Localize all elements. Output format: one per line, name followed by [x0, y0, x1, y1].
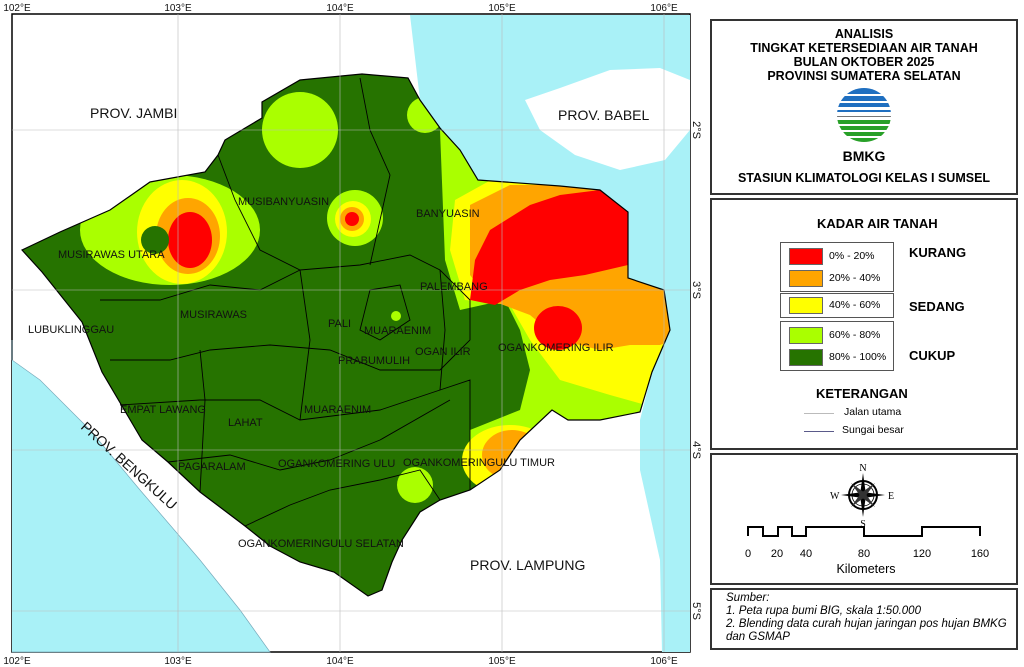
- scale-tick: 80: [858, 548, 870, 560]
- scale-tick: 120: [913, 548, 931, 560]
- lat-tick: 2°S: [690, 121, 702, 139]
- range-label: 80% - 100%: [829, 351, 887, 363]
- regency-label: MUARAENIM: [304, 404, 371, 416]
- class-sedang: SEDANG: [909, 299, 965, 314]
- regency-label: PAGARALAM: [178, 461, 246, 473]
- lon-tick: 104°E: [326, 3, 354, 14]
- scale-tick: 20: [771, 548, 783, 560]
- compass-n: N: [859, 463, 866, 474]
- compass-w: W: [830, 491, 840, 502]
- regency-label: OGANKOMERINGULU TIMUR: [403, 457, 555, 469]
- lat-tick: 4°S: [690, 441, 702, 459]
- lat-tick: 3°S: [690, 281, 702, 299]
- title-line: ANALISIS: [834, 27, 894, 41]
- legend-group-cukup: 60% - 80% 80% - 100%: [780, 321, 894, 371]
- regency-label: LAHAT: [228, 417, 263, 429]
- source-panel: Sumber: 1. Peta rupa bumi BIG, skala 1:5…: [710, 588, 1018, 650]
- lon-tick: 105°E: [488, 3, 516, 14]
- regency-label: OGANKOMERING ULU: [278, 458, 395, 470]
- legend-group-sedang: 40% - 60%: [780, 293, 894, 318]
- scale-tick: 40: [800, 548, 812, 560]
- source-item: dan GSMAP: [726, 631, 790, 643]
- regency-label: MUARAENIM: [364, 325, 431, 337]
- regency-label: PALI: [328, 318, 351, 330]
- lon-ticks-bottom: 102°E 103°E 104°E 105°E 106°E: [3, 656, 678, 667]
- class-kurang: KURANG: [909, 245, 967, 260]
- sea-east: [410, 15, 690, 652]
- regency-labels: MUSIRAWAS UTARA MUSIBANYUASIN BANYUASIN …: [28, 196, 614, 550]
- title-line: PROVINSI SUMATERA SELATAN: [767, 69, 961, 83]
- scale-unit: Kilometers: [836, 562, 895, 576]
- compass-s: S: [860, 519, 866, 530]
- sea-southwest: [12, 360, 270, 652]
- label-jambi: PROV. JAMBI: [90, 105, 177, 121]
- title-line: BULAN OKTOBER 2025: [793, 55, 935, 69]
- lon-tick: 106°E: [650, 3, 678, 14]
- label-lampung: PROV. LAMPUNG: [470, 557, 585, 573]
- legend-title: KADAR AIR TANAH: [817, 216, 938, 231]
- lon-tick: 103°E: [164, 656, 192, 667]
- range-label: 60% - 80%: [829, 329, 881, 341]
- scale-tick: 160: [971, 548, 989, 560]
- bmkg-text: BMKG: [842, 148, 886, 164]
- lat-ticks: 2°S 3°S 4°S 5°S: [690, 121, 702, 620]
- source-item: 1. Peta rupa bumi BIG, skala 1:50.000: [726, 605, 921, 617]
- regency-label: OGANKOMERING ILIR: [498, 342, 614, 354]
- regency-label: LUBUKLINGGAU: [28, 324, 114, 336]
- babel-island: [525, 68, 690, 170]
- title-panel: ANALISIS TINGKAT KETERSEDIAAN AIR TANAH …: [710, 19, 1018, 195]
- lon-tick: 106°E: [650, 656, 678, 667]
- keterangan-title: KETERANGAN: [816, 386, 908, 401]
- lat-tick: 5°S: [690, 602, 702, 620]
- lon-tick: 102°E: [3, 656, 31, 667]
- swatch-20-40: [789, 270, 823, 287]
- regency-label: PRABUMULIH: [338, 355, 410, 367]
- compass-e: E: [888, 491, 894, 502]
- regency-label: PALEMBANG: [420, 281, 488, 293]
- regency-label: EMPAT LAWANG: [120, 404, 206, 416]
- compass-rose-icon: N S E W: [830, 463, 894, 530]
- regency-label: MUSIBANYUASIN: [238, 196, 329, 208]
- range-label: 0% - 20%: [829, 250, 875, 262]
- regency-label: OGAN ILIR: [415, 346, 471, 358]
- scale-bar: [747, 526, 981, 537]
- legend-panel: KADAR AIR TANAH 0% - 20% 20% - 40% 40% -…: [710, 198, 1018, 450]
- regency-label: MUSIRAWAS: [180, 309, 247, 321]
- groundwater-map: 102°E 103°E 104°E 105°E 106°E 102°E 103°…: [3, 3, 702, 667]
- swatch-60-80: [789, 327, 823, 344]
- lon-tick: 104°E: [326, 656, 354, 667]
- lon-tick: 105°E: [488, 656, 516, 667]
- compass-scale-panel: N S E W 0 20 40 80 120 160 Kilometers: [710, 453, 1018, 585]
- bmkg-logo-icon: [837, 88, 891, 142]
- source-heading: Sumber:: [726, 592, 770, 604]
- swatch-80-100: [789, 349, 823, 366]
- regency-label: OGANKOMERINGULU SELATAN: [238, 538, 404, 550]
- station-name: STASIUN KLIMATOLOGI KELAS I SUMSEL: [737, 171, 991, 185]
- label-babel: PROV. BABEL: [558, 107, 650, 123]
- scale-tick: 0: [745, 548, 751, 560]
- lon-tick: 102°E: [3, 3, 31, 14]
- river-label: Sungai besar: [842, 424, 904, 436]
- range-label: 40% - 60%: [829, 299, 881, 311]
- graticule: [12, 14, 690, 652]
- swatch-0-20: [789, 248, 823, 265]
- source-item: 2. Blending data curah hujan jaringan po…: [726, 618, 1007, 630]
- river-line-symbol: [804, 431, 834, 432]
- class-cukup: CUKUP: [909, 348, 956, 363]
- regency-label: MUSIRAWAS UTARA: [58, 249, 165, 261]
- swatch-40-60: [789, 297, 823, 314]
- range-label: 20% - 40%: [829, 272, 881, 284]
- road-label: Jalan utama: [844, 406, 902, 418]
- lon-tick: 103°E: [164, 3, 192, 14]
- legend-group-kurang: 0% - 20% 20% - 40%: [780, 242, 894, 292]
- road-line-symbol: [804, 413, 834, 414]
- lon-ticks-top: 102°E 103°E 104°E 105°E 106°E: [3, 3, 678, 14]
- regency-label: BANYUASIN: [416, 208, 480, 220]
- title-line: TINGKAT KETERSEDIAAN AIR TANAH: [750, 41, 978, 55]
